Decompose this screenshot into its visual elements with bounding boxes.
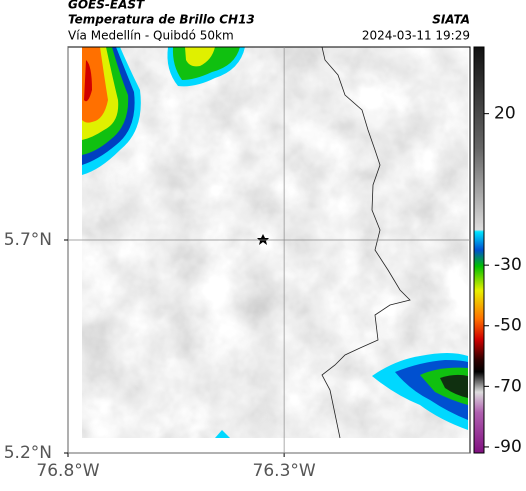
y-tick-label: 5.7°N (4, 230, 52, 250)
x-tick-label: 76.8°W (36, 461, 99, 481)
colorbar-label: -70 (494, 376, 522, 396)
source: SIATA (432, 13, 470, 27)
colorbar-label: 20 (494, 104, 516, 124)
location-star (257, 234, 269, 245)
colorbar-label: -50 (494, 316, 522, 336)
boundary (321, 46, 411, 439)
colorbar (473, 46, 485, 454)
timestamp: 2024-03-11 19:29 (362, 29, 470, 43)
region: Vía Medellín - Quibdó 50km (68, 29, 234, 43)
cold-clouds (82, 47, 468, 438)
colorbar-label: -30 (494, 255, 522, 275)
subtitle: Temperatura de Brillo CH13 (68, 13, 255, 27)
y-tick-label: 5.2°N (4, 443, 52, 463)
map (82, 46, 468, 439)
x-tick-label: 76.3°W (253, 461, 316, 481)
colorbar-label: -90 (494, 437, 522, 457)
title: GOES-EAST (68, 0, 145, 12)
